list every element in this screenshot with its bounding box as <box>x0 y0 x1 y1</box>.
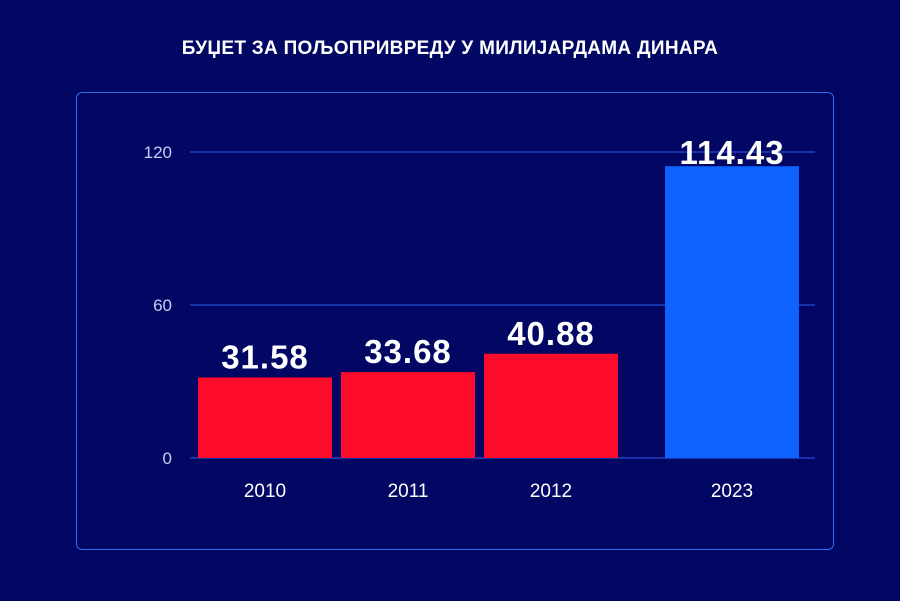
bar <box>198 377 332 458</box>
x-tick-label: 2010 <box>244 481 286 502</box>
data-label: 33.68 <box>364 333 452 370</box>
y-tick-label: 120 <box>144 143 172 162</box>
y-tick-label: 0 <box>163 449 172 468</box>
data-label: 31.58 <box>221 338 309 375</box>
bar <box>341 372 475 458</box>
bar <box>484 353 618 458</box>
y-tick-label: 60 <box>153 296 172 315</box>
data-label: 114.43 <box>679 134 784 171</box>
x-tick-label: 2012 <box>530 481 572 502</box>
x-tick-label: 2023 <box>711 481 753 502</box>
x-tick-label: 2011 <box>388 481 429 502</box>
chart-panel <box>76 92 834 550</box>
chart-title: БУЏЕТ ЗА ПОЉОПРИВРЕДУ У МИЛИЈАРДАМА ДИНА… <box>181 38 719 59</box>
data-label: 40.88 <box>507 315 595 352</box>
bar <box>665 166 799 459</box>
